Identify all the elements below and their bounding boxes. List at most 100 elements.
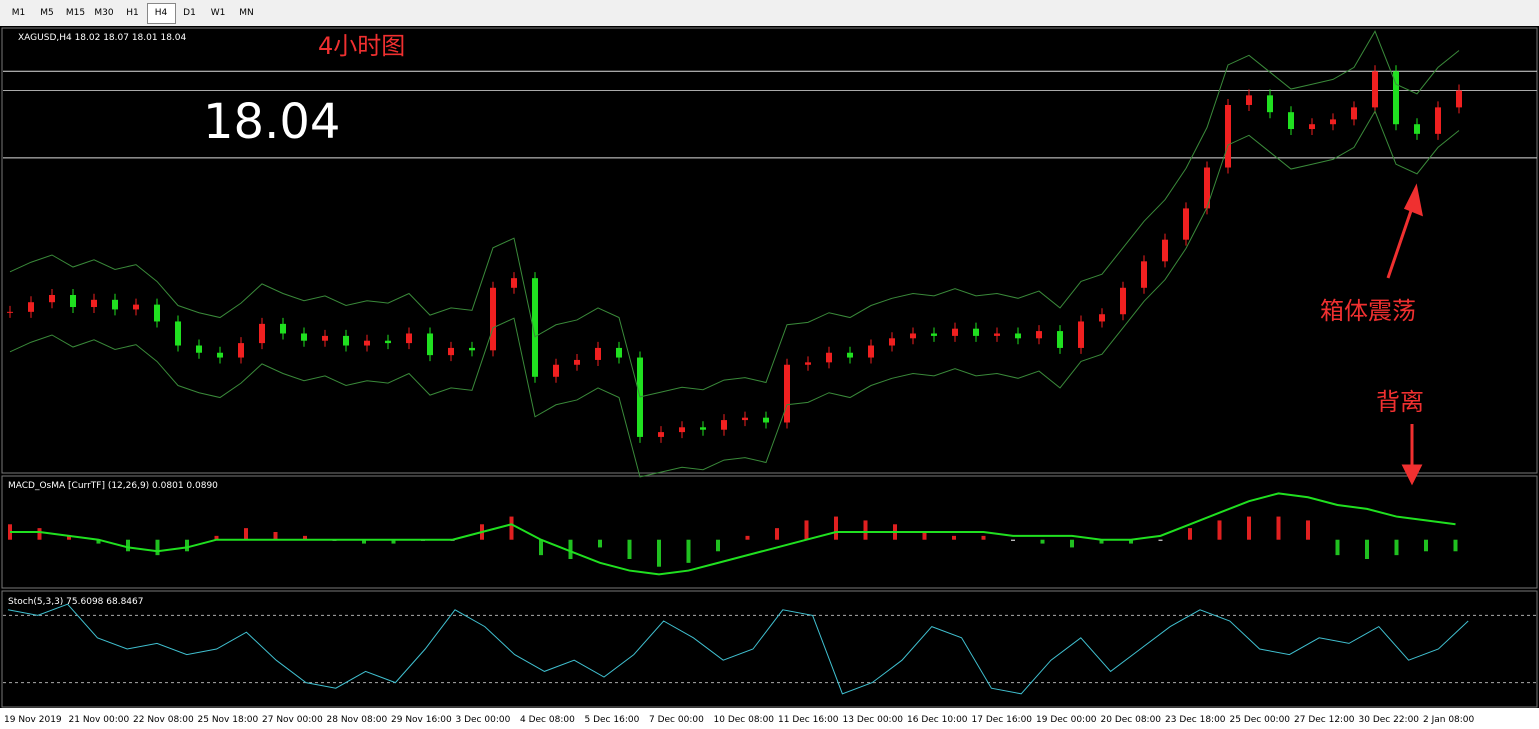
candle-body — [1351, 107, 1357, 120]
macd-bar — [863, 520, 868, 540]
macd-bar — [1188, 528, 1192, 540]
macd-bar — [1394, 539, 1399, 556]
candle-body — [343, 335, 349, 346]
candle-body — [679, 427, 685, 433]
candle-body — [91, 299, 97, 308]
candle-body — [826, 352, 832, 363]
time-label: 23 Dec 18:00 — [1165, 715, 1226, 725]
macd-bar — [214, 535, 219, 540]
timeframe-tab[interactable]: W1 — [210, 8, 226, 18]
time-label: 13 Dec 00:00 — [843, 715, 904, 725]
macd-bar — [1217, 520, 1222, 540]
candle-body — [574, 359, 580, 365]
time-label: 11 Dec 16:00 — [778, 715, 839, 725]
candle-body — [805, 362, 811, 365]
candle-body — [1036, 331, 1042, 339]
bollinger-upper — [9, 30, 1460, 398]
candle-body — [406, 333, 412, 344]
time-label: 19 Nov 2019 — [4, 715, 62, 725]
time-label: 16 Dec 10:00 — [907, 715, 968, 725]
time-label: 20 Dec 08:00 — [1101, 715, 1162, 725]
timeframe-tab[interactable]: M15 — [65, 8, 86, 18]
macd-bar — [37, 528, 42, 540]
macd-bar — [804, 520, 809, 540]
candle-body — [1435, 107, 1441, 134]
macd-bar — [303, 535, 307, 540]
macd-bar — [686, 539, 691, 563]
timeframe-tab[interactable]: D1 — [183, 8, 196, 18]
candle-body — [868, 345, 874, 358]
macd-bar — [509, 516, 514, 540]
macd-bar — [1424, 539, 1428, 552]
candle-body — [742, 417, 748, 421]
macd-bar — [981, 535, 986, 540]
candle-body — [427, 333, 433, 356]
macd-label: MACD_OsMA [CurrTF] (12,26,9) 0.0801 0.08… — [8, 481, 218, 491]
symbol-info: XAGUSD,H4 18.02 18.07 18.01 18.04 — [18, 33, 187, 43]
macd-bar — [1365, 539, 1369, 559]
macd-bar — [185, 539, 189, 552]
bollinger-lower — [9, 110, 1460, 478]
note-divergence: 背离 — [1376, 388, 1424, 416]
candle-body — [532, 278, 538, 377]
candle-body — [133, 304, 139, 310]
candle-body — [1246, 95, 1252, 105]
candle-body — [322, 335, 328, 341]
chart-background — [0, 26, 1539, 708]
macd-bar — [1070, 539, 1074, 548]
candle-body — [385, 340, 391, 344]
time-label: 27 Dec 12:00 — [1294, 715, 1355, 725]
candle-body — [1330, 119, 1336, 125]
candle-body — [784, 364, 790, 423]
macd-bar — [244, 528, 248, 540]
time-label: 4 Dec 08:00 — [520, 715, 575, 725]
time-label: 27 Nov 00:00 — [262, 715, 323, 725]
candle-body — [1267, 95, 1273, 113]
timeframe-tab[interactable]: H4 — [146, 3, 176, 24]
timeframe-tab[interactable]: M1 — [11, 8, 26, 18]
time-label: 7 Dec 00:00 — [649, 715, 704, 725]
timeframe-tab[interactable]: MN — [239, 8, 254, 18]
candle-body — [1099, 314, 1105, 322]
candle-body — [1057, 331, 1063, 348]
candle-body — [1393, 71, 1399, 125]
timeframe-tab[interactable]: M5 — [40, 8, 54, 18]
macd-bar — [155, 539, 160, 556]
timeframe-tab[interactable]: M30 — [94, 8, 114, 18]
macd-bar — [126, 539, 130, 552]
macd-bar — [1247, 516, 1251, 540]
candle-body — [973, 328, 979, 336]
candle-body — [721, 420, 727, 430]
candle-body — [1162, 239, 1168, 262]
candle-body — [1204, 167, 1210, 209]
candle-body — [763, 417, 769, 423]
time-label: 22 Nov 08:00 — [133, 715, 194, 725]
candle-body — [49, 295, 55, 303]
candle-body — [511, 278, 517, 288]
arrow-box — [1386, 183, 1423, 279]
candle-body — [196, 345, 202, 353]
candle-body — [952, 328, 958, 336]
macd-bar — [657, 539, 661, 567]
time-label: 17 Dec 16:00 — [972, 715, 1033, 725]
time-label: 25 Dec 00:00 — [1230, 715, 1291, 725]
macd-bar — [1129, 539, 1133, 544]
macd-bar — [598, 539, 602, 548]
time-label: 3 Dec 00:00 — [456, 715, 511, 725]
main-panel — [1, 27, 1538, 474]
macd-bar — [1040, 539, 1045, 544]
macd-bar — [362, 539, 366, 544]
candle-body — [1078, 321, 1084, 348]
macd-line — [10, 492, 1456, 576]
stoch-panel — [1, 590, 1538, 708]
macd-bar — [1306, 520, 1310, 540]
timeframe-tab[interactable]: H1 — [126, 8, 139, 18]
candle-body — [1288, 112, 1294, 130]
stoch-label: Stoch(5,3,3) 75.6098 68.8467 — [8, 597, 143, 607]
candle-body — [847, 352, 853, 358]
candle-body — [1183, 208, 1189, 240]
macd-bar — [716, 539, 720, 552]
note-box: 箱体震荡 — [1320, 297, 1416, 325]
candle-body — [112, 299, 118, 310]
